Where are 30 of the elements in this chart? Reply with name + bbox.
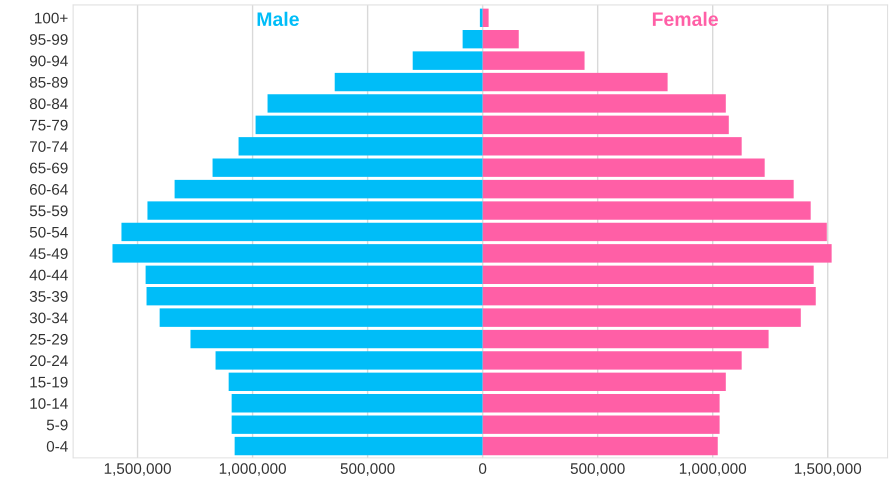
y-tick-label: 70-74 bbox=[30, 141, 68, 152]
y-tick-label: 30-34 bbox=[30, 312, 68, 324]
x-tick-label: 500,000 bbox=[570, 463, 625, 476]
y-tick-label: 55-59 bbox=[30, 205, 68, 216]
y-tick-label: 35-39 bbox=[30, 291, 68, 302]
y-tick-label: 5-9 bbox=[46, 420, 68, 430]
y-tick-label: 60-64 bbox=[30, 184, 68, 195]
y-tick-label: 40-44 bbox=[30, 270, 68, 280]
y-tick-label: 85-89 bbox=[30, 76, 68, 88]
y-tick-label: 65-69 bbox=[30, 162, 68, 174]
x-tick-label: 500,000 bbox=[340, 463, 395, 476]
y-tick-label: 10-14 bbox=[30, 398, 68, 409]
x-tick-label: 1,000,000 bbox=[680, 463, 746, 476]
y-tick-label: 100+ bbox=[35, 12, 68, 24]
y-tick-label: 25-29 bbox=[30, 334, 68, 345]
y-tick-label: 20-24 bbox=[30, 355, 68, 366]
x-tick-label: 0 bbox=[478, 463, 486, 474]
y-tick-label: 45-49 bbox=[30, 248, 68, 260]
x-tick-label: 1,500,000 bbox=[794, 463, 862, 476]
y-tick-label: 15-19 bbox=[30, 376, 68, 388]
text: Male bbox=[258, 12, 299, 26]
y-tick-label: 90-94 bbox=[30, 55, 68, 66]
y-tick-label: 50-54 bbox=[30, 226, 68, 238]
x-tick-label: 1,500,000 bbox=[104, 463, 171, 476]
y-tick-label: 95-99 bbox=[30, 34, 68, 45]
y-tick-label: 75-79 bbox=[30, 120, 68, 131]
y-tick-label: 80-84 bbox=[30, 98, 68, 110]
x-tick-label: 1,000,000 bbox=[220, 463, 286, 476]
text: Female bbox=[652, 12, 718, 26]
y-tick-label: 0-4 bbox=[46, 440, 68, 452]
